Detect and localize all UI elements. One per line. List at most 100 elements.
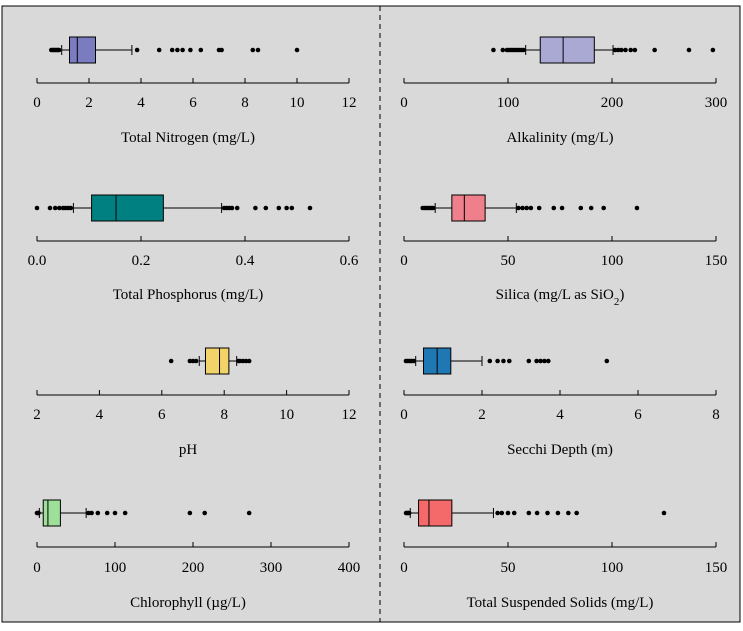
x-tick-label: 0 <box>33 95 41 111</box>
x-tick-label: 0.6 <box>340 253 359 269</box>
iqr-box <box>69 36 96 64</box>
outlier-point <box>255 47 261 53</box>
outlier-point <box>588 205 594 211</box>
outlier-point <box>156 47 162 53</box>
outlier-point <box>487 358 493 364</box>
outlier-point <box>122 510 128 516</box>
outlier-point <box>180 47 185 53</box>
outlier-point <box>193 358 199 364</box>
x-axis-label: Chlorophyll (µg/L) <box>130 595 246 611</box>
x-axis-label: Total Nitrogen (mg/L) <box>121 130 255 146</box>
x-tick-label: 0 <box>400 253 408 269</box>
x-tick-label: 150 <box>705 253 728 269</box>
outlier-point <box>188 47 193 53</box>
outlier-point <box>526 358 532 364</box>
x-tick-label: 12 <box>342 95 357 111</box>
outlier-point <box>495 358 500 364</box>
outlier-point <box>47 205 53 211</box>
x-axis-label: Silica (mg/L as SiO2) <box>496 287 625 308</box>
x-tick-label: 6 <box>634 407 642 423</box>
outlier-point <box>566 510 571 516</box>
outlier-point <box>604 358 610 364</box>
outlier-point <box>52 205 58 211</box>
outlier-point <box>528 205 534 211</box>
outlier-point <box>187 510 193 516</box>
x-tick-label: 12 <box>342 407 357 423</box>
outlier-point <box>686 47 692 53</box>
outlier-point <box>507 358 512 364</box>
outlier-point <box>505 510 511 516</box>
x-axis-label-subscript: 2 <box>614 296 620 308</box>
x-tick-label: 150 <box>705 560 728 576</box>
iqr-box <box>42 499 61 527</box>
boxplot-panel-5: 2 4 6 8 10 12 pH <box>33 347 357 458</box>
outlier-point <box>520 205 525 211</box>
x-tick-label: 100 <box>497 95 520 111</box>
x-tick-label: 50 <box>501 560 516 576</box>
iqr-box <box>451 194 486 222</box>
boxplot-panel-6: 0 2 4 6 8 Secchi Depth (m) <box>400 347 720 458</box>
outlier-point <box>202 510 207 516</box>
outlier-point <box>68 205 74 211</box>
plot-background <box>1 5 741 623</box>
x-tick-label: 4 <box>137 95 145 111</box>
outlier-point <box>36 510 41 516</box>
x-tick-label: 0 <box>400 560 408 576</box>
outlier-point <box>551 205 557 211</box>
outlier-point <box>168 358 174 364</box>
outlier-point <box>521 47 526 53</box>
outlier-point <box>112 510 118 516</box>
outlier-point <box>538 358 543 364</box>
x-tick-label: 200 <box>601 95 624 111</box>
outlier-point <box>634 205 640 211</box>
outlier-point <box>628 47 634 53</box>
outlier-point <box>219 47 224 53</box>
x-tick-label: 300 <box>705 95 728 111</box>
x-tick-label: 50 <box>501 253 516 269</box>
boxplot-panel-4: 0 50 100 150 Silica (mg/L as SiO2) <box>400 194 728 308</box>
outlier-point <box>246 358 252 364</box>
outlier-point <box>198 47 204 53</box>
outlier-point <box>430 205 436 211</box>
outlier-point <box>276 205 282 211</box>
x-tick-label: 4 <box>96 407 104 423</box>
boxplot-panel-8: 0 50 100 150 Total Suspended Solids (mg/L) <box>400 499 728 611</box>
boxplot-panel-7: 0 100 200 300 400 Chlorophyll (µg/L) <box>33 499 360 611</box>
iqr-box <box>539 36 595 64</box>
outlier-point <box>263 205 269 211</box>
x-axis-label: Total Suspended Solids (mg/L) <box>467 595 654 611</box>
x-tick-label: 0.4 <box>236 253 255 269</box>
x-tick-label: 2 <box>85 95 93 111</box>
outlier-point <box>89 510 94 516</box>
x-tick-label: 100 <box>601 253 624 269</box>
outlier-point <box>536 205 542 211</box>
outlier-point <box>661 510 667 516</box>
outlier-point <box>491 47 496 53</box>
x-tick-label: 0 <box>33 560 41 576</box>
outlier-point <box>411 358 417 364</box>
x-tick-label: 0 <box>400 95 408 111</box>
outlier-point <box>619 47 624 53</box>
boxplot-panel-2: 0 100 200 300 Alkalinity (mg/L) <box>400 36 728 146</box>
iqr-box <box>91 194 164 222</box>
x-axis-label: Total Phosphorus (mg/L) <box>113 287 264 303</box>
outlier-point <box>534 358 539 364</box>
outlier-point <box>500 47 506 53</box>
x-tick-label: 0 <box>400 407 408 423</box>
x-tick-label: 100 <box>601 560 624 576</box>
outlier-point <box>574 510 579 516</box>
outlier-point <box>307 205 313 211</box>
outlier-point <box>95 510 101 516</box>
outlier-point <box>710 47 716 53</box>
boxplot-panel-1: 0 2 4 6 8 10 12 Total Nitrogen (mg/L) <box>33 36 357 146</box>
outlier-point <box>545 510 550 516</box>
x-tick-label: 10 <box>290 95 305 111</box>
x-tick-label: 6 <box>158 407 166 423</box>
outlier-point <box>632 47 638 53</box>
iqr-box <box>418 499 453 527</box>
iqr-box <box>204 347 230 375</box>
outlier-point <box>495 510 500 516</box>
outlier-point <box>601 205 606 211</box>
